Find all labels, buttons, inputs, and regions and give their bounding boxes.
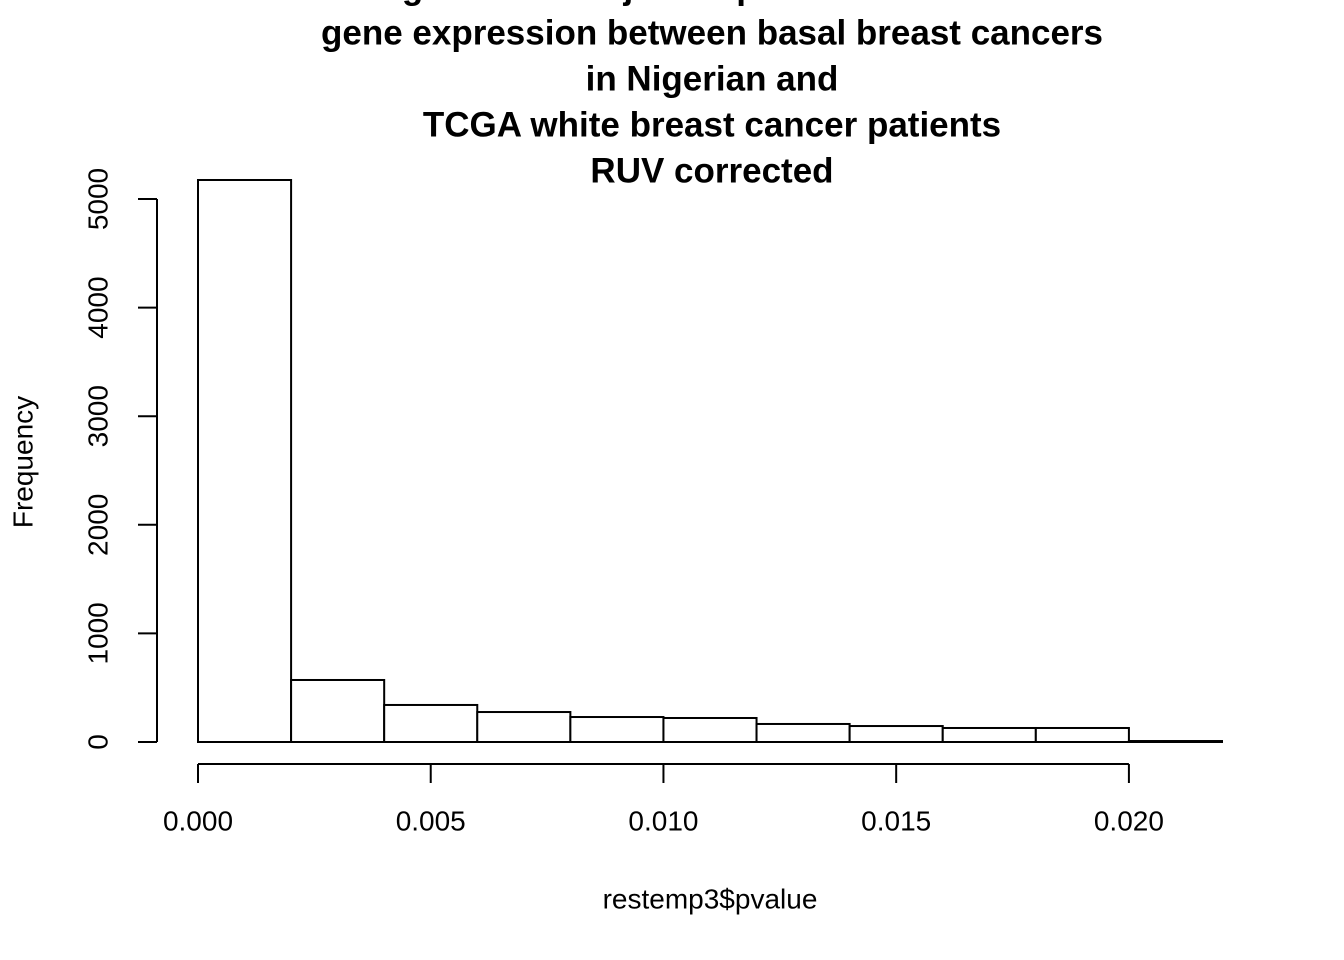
y-tick-label: 2000: [82, 494, 113, 556]
bar: [290, 678, 386, 743]
bar: [476, 711, 572, 744]
x-tick-label: 0.005: [396, 805, 466, 836]
chart-title: RUV corrected: [590, 151, 833, 190]
x-tick-label: 0.020: [1094, 805, 1164, 836]
bar: [1034, 726, 1130, 744]
x-axis-label: restemp3$pvalue: [603, 883, 818, 914]
y-tick-label: 0: [82, 734, 113, 750]
bar: [662, 716, 758, 743]
bar: [383, 703, 479, 744]
bar: [941, 726, 1037, 744]
chart-title: Histogram of unadjusted p-values of diff…: [314, 0, 1109, 6]
bar: [197, 178, 293, 743]
bar: [1127, 740, 1223, 743]
chart-title: TCGA white breast cancer patients: [423, 105, 1001, 144]
chart-title: gene expression between basal breast can…: [321, 13, 1103, 52]
y-tick-label: 4000: [82, 276, 113, 338]
y-axis-label: Frequency: [7, 396, 38, 528]
y-tick-label: 5000: [82, 168, 113, 230]
bar: [755, 722, 851, 744]
x-tick-label: 0.010: [628, 805, 698, 836]
y-tick-label: 3000: [82, 385, 113, 447]
bar: [569, 716, 665, 743]
y-tick-label: 1000: [82, 602, 113, 664]
bar: [848, 725, 944, 744]
chart-title: in Nigerian and: [586, 59, 839, 98]
x-tick-label: 0.000: [163, 805, 233, 836]
x-tick-label: 0.015: [861, 805, 931, 836]
